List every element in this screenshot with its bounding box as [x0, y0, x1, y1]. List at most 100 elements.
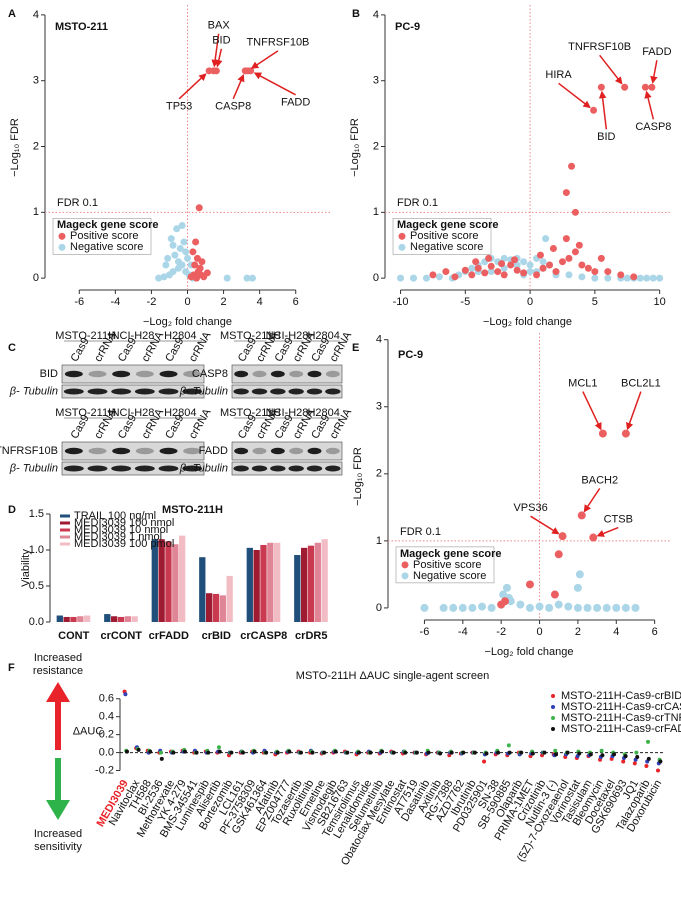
y-tick-label: 2 — [33, 140, 39, 152]
y-tick-label: 0 — [33, 272, 39, 284]
bar — [199, 557, 206, 622]
data-point — [565, 254, 573, 262]
point-label: MCL1 — [568, 377, 597, 389]
data-point — [571, 208, 579, 216]
bar — [151, 539, 158, 622]
data-point — [217, 749, 222, 754]
data-point — [525, 603, 534, 612]
point-label: BACH2 — [581, 474, 618, 486]
data-point — [397, 274, 405, 282]
tubulin-band — [251, 388, 268, 395]
blot-strip — [61, 384, 205, 399]
data-point — [530, 751, 535, 756]
data-point — [552, 268, 560, 276]
bar — [104, 614, 111, 622]
data-point — [422, 274, 430, 282]
legend-label: Positive score — [413, 559, 481, 571]
point-label: BAX — [208, 20, 231, 32]
y-axis-label: −Log₁₀ FDR — [349, 118, 361, 177]
data-point — [240, 750, 245, 755]
y-tick-label: 0.4 — [99, 711, 114, 723]
data-point — [641, 83, 649, 91]
legend-label: MEDI3039 100 nmol — [74, 517, 174, 529]
data-point — [571, 248, 579, 256]
data-point — [173, 225, 181, 233]
panel-letter: C — [8, 342, 16, 354]
data-point — [461, 750, 466, 755]
data-point — [578, 261, 586, 269]
data-point — [600, 753, 605, 758]
data-point — [533, 271, 541, 279]
data-point — [391, 750, 396, 755]
data-point — [502, 583, 511, 592]
data-point — [500, 271, 508, 279]
bar — [158, 539, 165, 622]
point-label: TP53 — [166, 101, 192, 113]
data-point — [345, 750, 350, 755]
legend-title: Mageck gene score — [397, 219, 499, 231]
data-point — [549, 245, 557, 253]
x-tick-label: 5 — [592, 296, 598, 308]
data-point — [485, 254, 493, 262]
data-point — [310, 750, 315, 755]
point-label: FADD — [281, 97, 310, 109]
data-point — [482, 759, 487, 764]
loading-label: β- Tubulin — [179, 385, 228, 397]
y-tick-label: 1 — [373, 206, 379, 218]
annotation-arrow — [558, 82, 591, 109]
protein-band — [88, 370, 107, 378]
legend-swatch — [58, 243, 66, 251]
y-tick-label: 1.5 — [29, 508, 44, 520]
legend-label: Positive score — [70, 230, 138, 242]
data-point — [520, 258, 528, 266]
x-tick-label: -6 — [420, 626, 430, 638]
bar — [294, 555, 301, 622]
data-point — [496, 750, 501, 755]
x-axis-label: −Log₂ fold change — [485, 646, 574, 658]
data-point — [644, 764, 649, 769]
data-point — [264, 750, 269, 755]
data-point — [553, 748, 558, 753]
data-point — [516, 600, 525, 609]
x-tick-label: 0 — [527, 296, 533, 308]
data-point — [182, 248, 190, 256]
data-point — [573, 603, 582, 612]
y-tick-label: 3 — [376, 401, 382, 413]
legend-label: MSTO-211H-Cas9-crCASP8 — [561, 701, 681, 713]
data-point — [164, 254, 172, 262]
annotation-arrow — [215, 48, 223, 68]
bar — [307, 545, 315, 622]
tubulin-band — [306, 465, 323, 472]
bar — [165, 541, 172, 622]
data-point — [438, 751, 443, 756]
annotation-arrow — [178, 73, 207, 100]
tubulin-band — [63, 465, 84, 472]
data-point — [148, 749, 153, 754]
y-tick-label: 2 — [376, 468, 382, 480]
data-point — [472, 750, 477, 755]
data-point — [426, 750, 431, 755]
x-tick-label: crBID — [202, 630, 231, 642]
legend-label: MSTO-211H-Cas9-crTNFRSF10B — [561, 712, 681, 724]
legend-label: TRAIL 100 ng/ml — [74, 510, 156, 522]
bar — [321, 539, 328, 622]
y-axis-label: −Log₁₀ FDR — [352, 447, 364, 506]
data-point — [501, 597, 510, 606]
chart-title: PC-9 — [398, 349, 423, 361]
tubulin-band — [134, 465, 155, 472]
data-point — [195, 204, 203, 212]
data-point — [602, 603, 611, 612]
data-point — [124, 749, 129, 754]
data-point — [648, 83, 656, 91]
y-tick-label: 3 — [373, 75, 379, 87]
y-tick-label: 0.0 — [99, 746, 114, 758]
annotation-arrow — [530, 515, 560, 535]
data-point — [248, 274, 256, 282]
threshold-label: FDR 0.1 — [400, 526, 441, 538]
bar — [246, 547, 253, 622]
protein-band — [112, 447, 131, 455]
x-tick-label: 10 — [654, 296, 666, 308]
annotation-arrow — [598, 90, 608, 130]
